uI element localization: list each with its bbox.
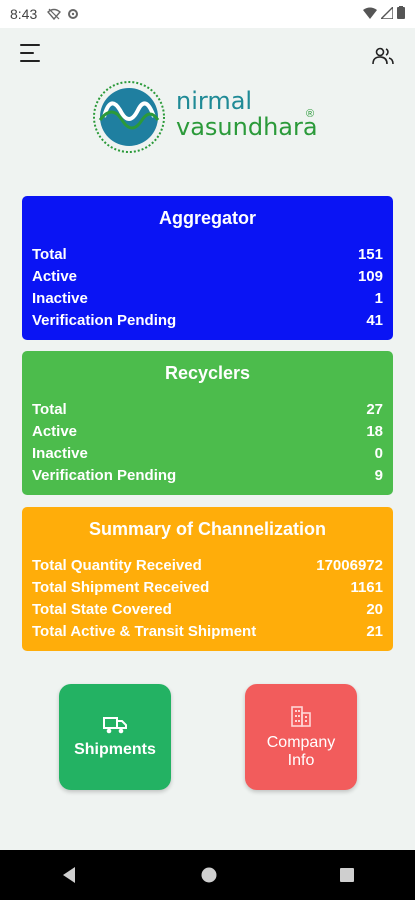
- home-icon[interactable]: [200, 866, 218, 884]
- summary-row-state: Total State Covered 20: [22, 599, 393, 621]
- row-label: Active: [32, 423, 78, 440]
- summary-card: Summary of Channelization Total Quantity…: [22, 507, 393, 651]
- recyclers-title: Recyclers: [164, 363, 251, 383]
- summary-row-active-transit: Total Active & Transit Shipment 21: [22, 621, 393, 643]
- aggregator-card: Aggregator Total 151 Active 109 Inactive…: [22, 196, 393, 340]
- row-value: 1: [374, 290, 383, 307]
- status-bar: 8:43: [0, 0, 415, 28]
- battery-icon: [397, 6, 405, 19]
- aggregator-title: Aggregator: [158, 208, 256, 228]
- row-label: Verification Pending: [32, 312, 177, 329]
- recyclers-row-inactive: Inactive 0: [22, 443, 393, 465]
- shipments-button[interactable]: Shipments: [59, 684, 171, 790]
- registered-mark: ®: [306, 108, 315, 120]
- row-value: 17006972: [316, 557, 383, 574]
- hamburger-menu-icon[interactable]: [20, 44, 44, 68]
- row-value: 18: [366, 423, 383, 440]
- globe-logo-icon: [93, 81, 165, 153]
- status-time: 8:43: [10, 6, 38, 22]
- recyclers-row-verification-pending: Verification Pending 9: [22, 465, 393, 487]
- row-label: Total State Covered: [32, 601, 172, 618]
- summary-row-quantity: Total Quantity Received 17006972: [22, 555, 393, 577]
- signal-icon: [381, 6, 393, 19]
- people-icon[interactable]: [371, 44, 395, 68]
- row-label: Total Quantity Received: [32, 557, 202, 574]
- truck-icon: [103, 717, 127, 734]
- brand-name: nirmal vasundhara: [176, 88, 318, 140]
- summary-title: Summary of Channelization: [88, 519, 327, 539]
- row-value: 0: [374, 445, 383, 462]
- wifi-icon: [363, 7, 377, 19]
- brand-logo: nirmal vasundhara ®: [92, 78, 332, 158]
- row-value: 109: [357, 268, 383, 285]
- recyclers-row-total: Total 27: [22, 399, 393, 421]
- row-value: 1161: [350, 579, 383, 596]
- recyclers-card: Recyclers Total 27 Active 18 Inactive 0 …: [22, 351, 393, 495]
- row-label: Active: [32, 268, 78, 285]
- aggregator-row-inactive: Inactive 1: [22, 288, 393, 310]
- company-info-label: Company Info: [266, 734, 336, 769]
- brand-line2: vasundhara: [176, 113, 318, 141]
- aggregator-row-total: Total 151: [22, 244, 393, 266]
- summary-row-shipment: Total Shipment Received 1161: [22, 577, 393, 599]
- row-label: Inactive: [32, 290, 88, 307]
- recents-icon[interactable]: [339, 867, 355, 883]
- row-label: Total: [32, 246, 67, 263]
- row-value: 27: [366, 401, 383, 418]
- building-icon: [291, 706, 311, 727]
- system-nav-bar: [0, 850, 415, 900]
- recyclers-row-active: Active 18: [22, 421, 393, 443]
- top-app-bar: [0, 28, 415, 84]
- company-info-button[interactable]: Company Info: [245, 684, 357, 790]
- row-label: Verification Pending: [32, 467, 177, 484]
- row-value: 41: [366, 312, 383, 329]
- row-value: 9: [374, 467, 383, 484]
- settings-icon: [68, 9, 79, 19]
- row-label: Total: [32, 401, 67, 418]
- back-icon[interactable]: [61, 866, 79, 884]
- shipments-label: Shipments: [74, 741, 156, 758]
- row-label: Total Active & Transit Shipment: [32, 623, 257, 640]
- row-value: 20: [366, 601, 383, 618]
- row-label: Total Shipment Received: [32, 579, 210, 596]
- wifi-off-icon: [47, 8, 62, 20]
- row-value: 21: [366, 623, 383, 640]
- brand-line1: nirmal: [176, 87, 253, 115]
- row-label: Inactive: [32, 445, 88, 462]
- aggregator-row-active: Active 109: [22, 266, 393, 288]
- aggregator-row-verification-pending: Verification Pending 41: [22, 310, 393, 332]
- row-value: 151: [357, 246, 383, 263]
